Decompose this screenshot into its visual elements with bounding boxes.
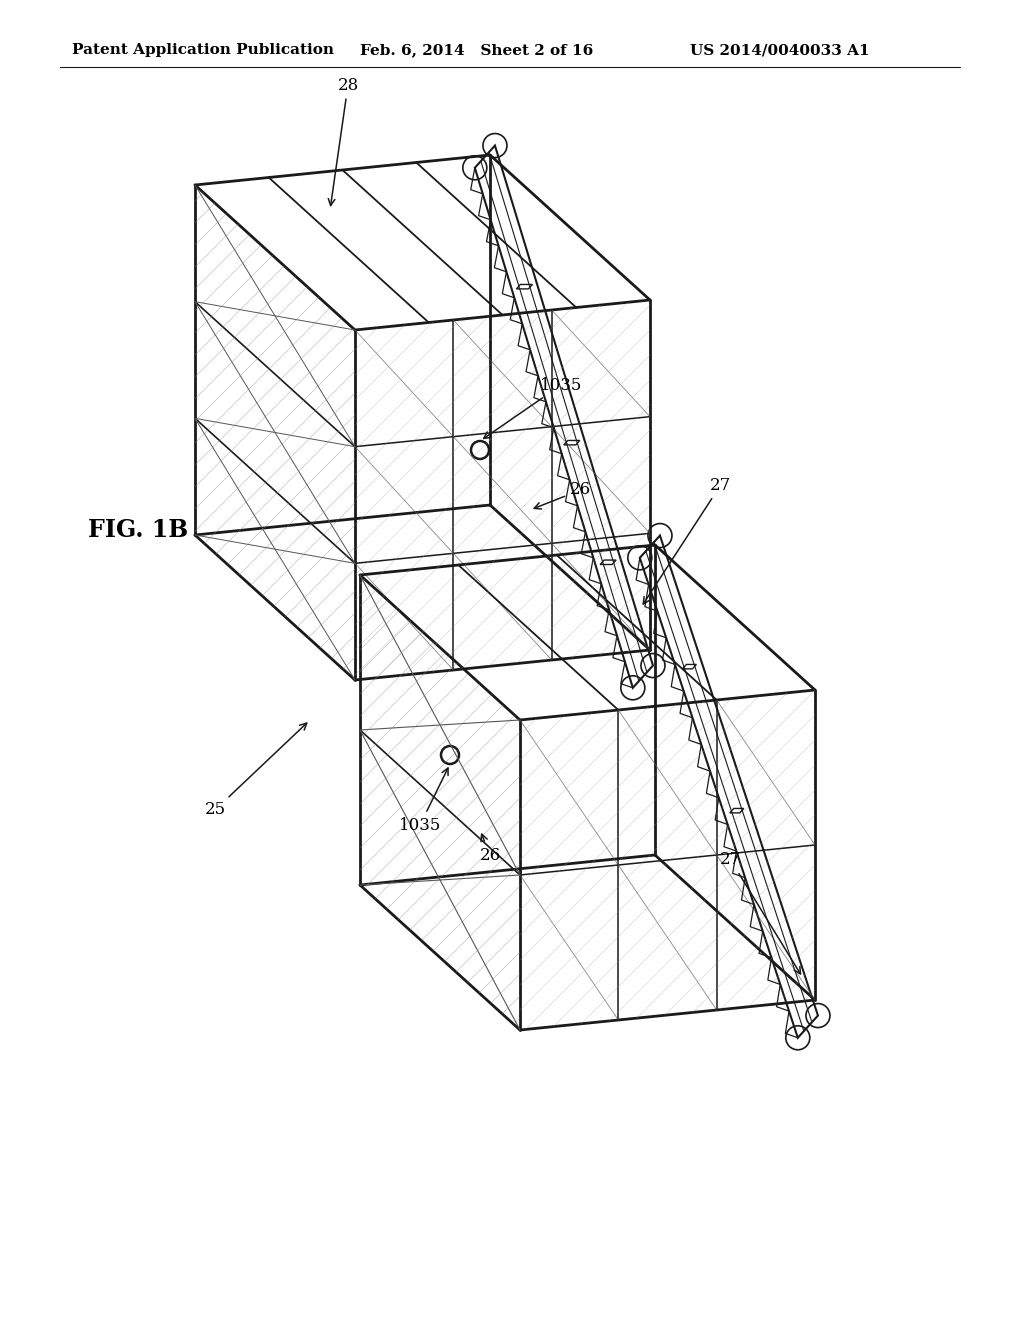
Text: 26: 26: [535, 482, 591, 510]
Text: 1035: 1035: [483, 376, 583, 438]
Text: 1035: 1035: [398, 768, 449, 833]
Text: Patent Application Publication: Patent Application Publication: [72, 44, 334, 57]
Text: 27: 27: [720, 851, 801, 974]
Text: 27: 27: [643, 477, 731, 605]
Text: US 2014/0040033 A1: US 2014/0040033 A1: [690, 44, 869, 57]
Text: 28: 28: [329, 77, 358, 206]
Text: Feb. 6, 2014   Sheet 2 of 16: Feb. 6, 2014 Sheet 2 of 16: [360, 44, 593, 57]
Text: 26: 26: [479, 834, 501, 863]
Text: FIG. 1B: FIG. 1B: [88, 517, 188, 543]
Text: 25: 25: [205, 723, 307, 818]
